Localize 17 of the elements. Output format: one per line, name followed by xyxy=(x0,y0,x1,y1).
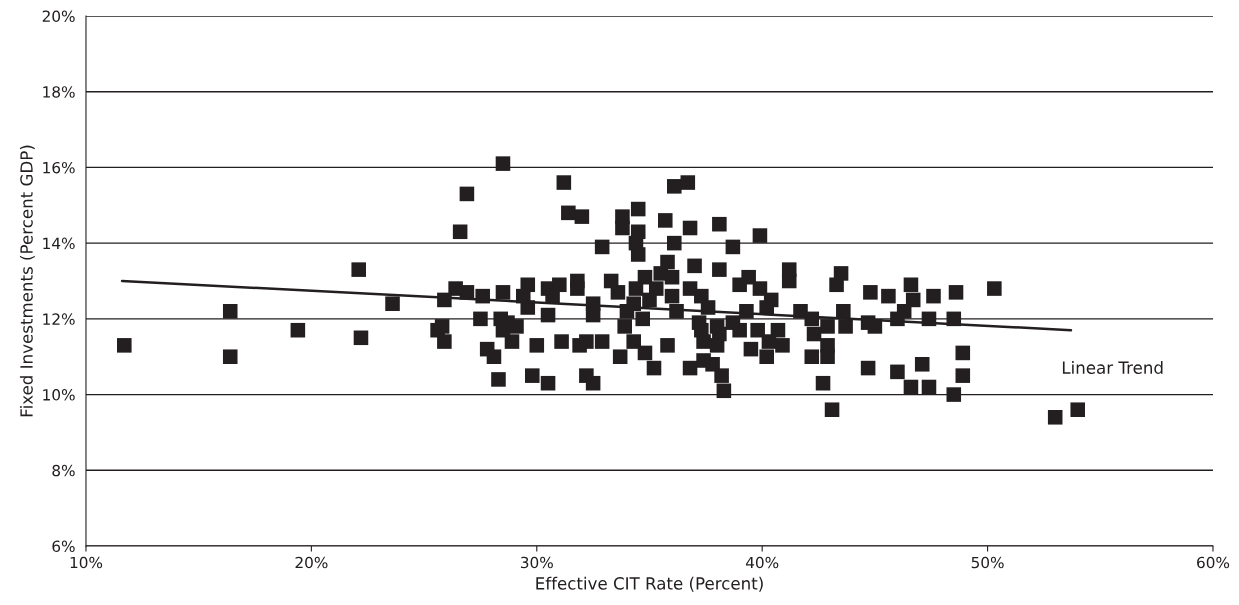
y-tick-label: 10% xyxy=(43,389,75,401)
x-tick-label: 30% xyxy=(520,556,553,569)
y-tick-label: 18% xyxy=(43,86,75,98)
y-axis-title: Fixed Investments (Percent GDP) xyxy=(19,145,35,417)
y-tick-label: 14% xyxy=(43,237,75,250)
y-tick-label: 16% xyxy=(43,161,75,174)
y-tick-label: 12% xyxy=(43,313,75,325)
y-tick-label: 20% xyxy=(42,10,75,22)
y-tick-label: 6% xyxy=(52,540,75,553)
x-tick-label: 60% xyxy=(1197,556,1230,569)
x-tick-label: 10% xyxy=(70,556,103,569)
annotation: Linear Trend xyxy=(1062,361,1163,374)
x-tick-label: 40% xyxy=(745,556,779,569)
x-axis-title: Effective CIT Rate (Percent) xyxy=(536,576,763,592)
x-tick-label: 50% xyxy=(971,556,1004,569)
x-tick-label: 20% xyxy=(295,556,328,569)
y-tick-label: 8% xyxy=(52,464,75,477)
